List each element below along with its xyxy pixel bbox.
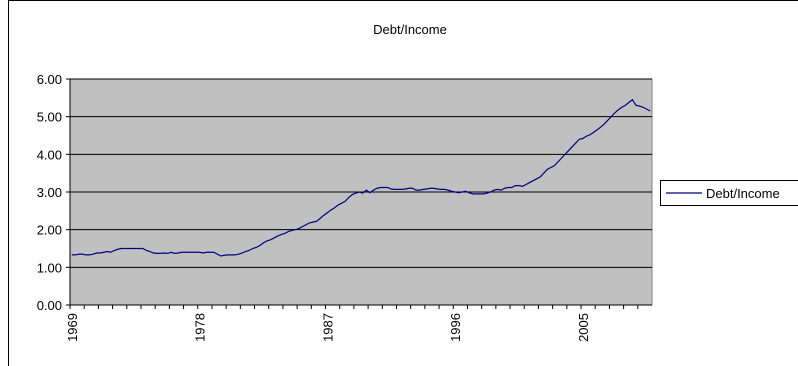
x-tick-label: 1996 xyxy=(448,313,463,342)
x-tick-label: 1978 xyxy=(193,313,208,342)
y-tick-label: 4.00 xyxy=(37,147,62,162)
x-tick-label: 1969 xyxy=(65,313,80,342)
y-tick-label: 5.00 xyxy=(37,110,62,125)
x-tick-label: 2005 xyxy=(576,313,591,342)
y-tick-label: 2.00 xyxy=(37,223,62,238)
y-tick-label: 0.00 xyxy=(37,298,62,313)
data-line xyxy=(71,98,651,257)
legend-label: Debt/Income xyxy=(706,186,780,201)
y-tick-label: 6.00 xyxy=(37,72,62,87)
x-tick-label: 1987 xyxy=(320,313,335,342)
chart-title: Debt/Income xyxy=(373,22,447,37)
y-tick-label: 1.00 xyxy=(37,260,62,275)
y-tick-label: 3.00 xyxy=(37,185,62,200)
